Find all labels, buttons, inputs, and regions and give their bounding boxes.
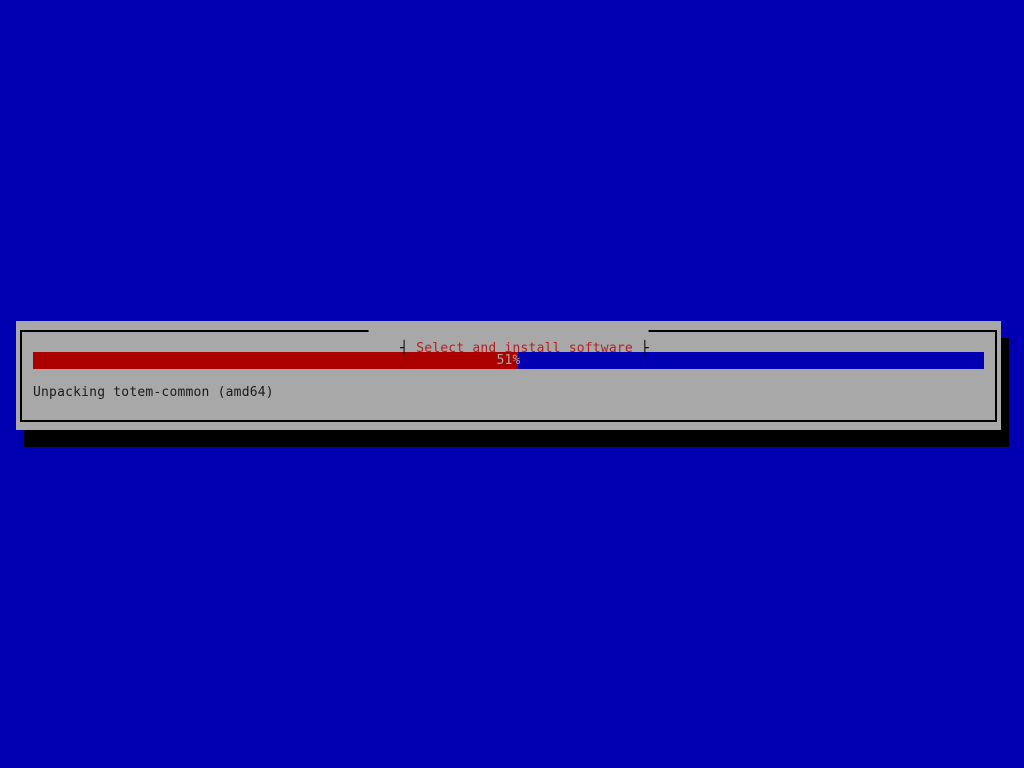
- dialog-title: ┤ Select and install software ├: [368, 323, 649, 356]
- progress-bar-fill: [33, 352, 518, 369]
- status-message: Unpacking totem-common (amd64): [33, 385, 274, 400]
- progress-percent-label: 51%: [496, 353, 521, 368]
- title-left-tick-icon: ┤: [400, 341, 409, 356]
- progress-bar: 51%: [33, 352, 984, 369]
- dialog-title-text: Select and install software: [416, 341, 633, 356]
- progress-dialog: ┤ Select and install software ├ 51% Unpack…: [16, 321, 1001, 430]
- title-right-tick-icon: ├: [640, 341, 649, 356]
